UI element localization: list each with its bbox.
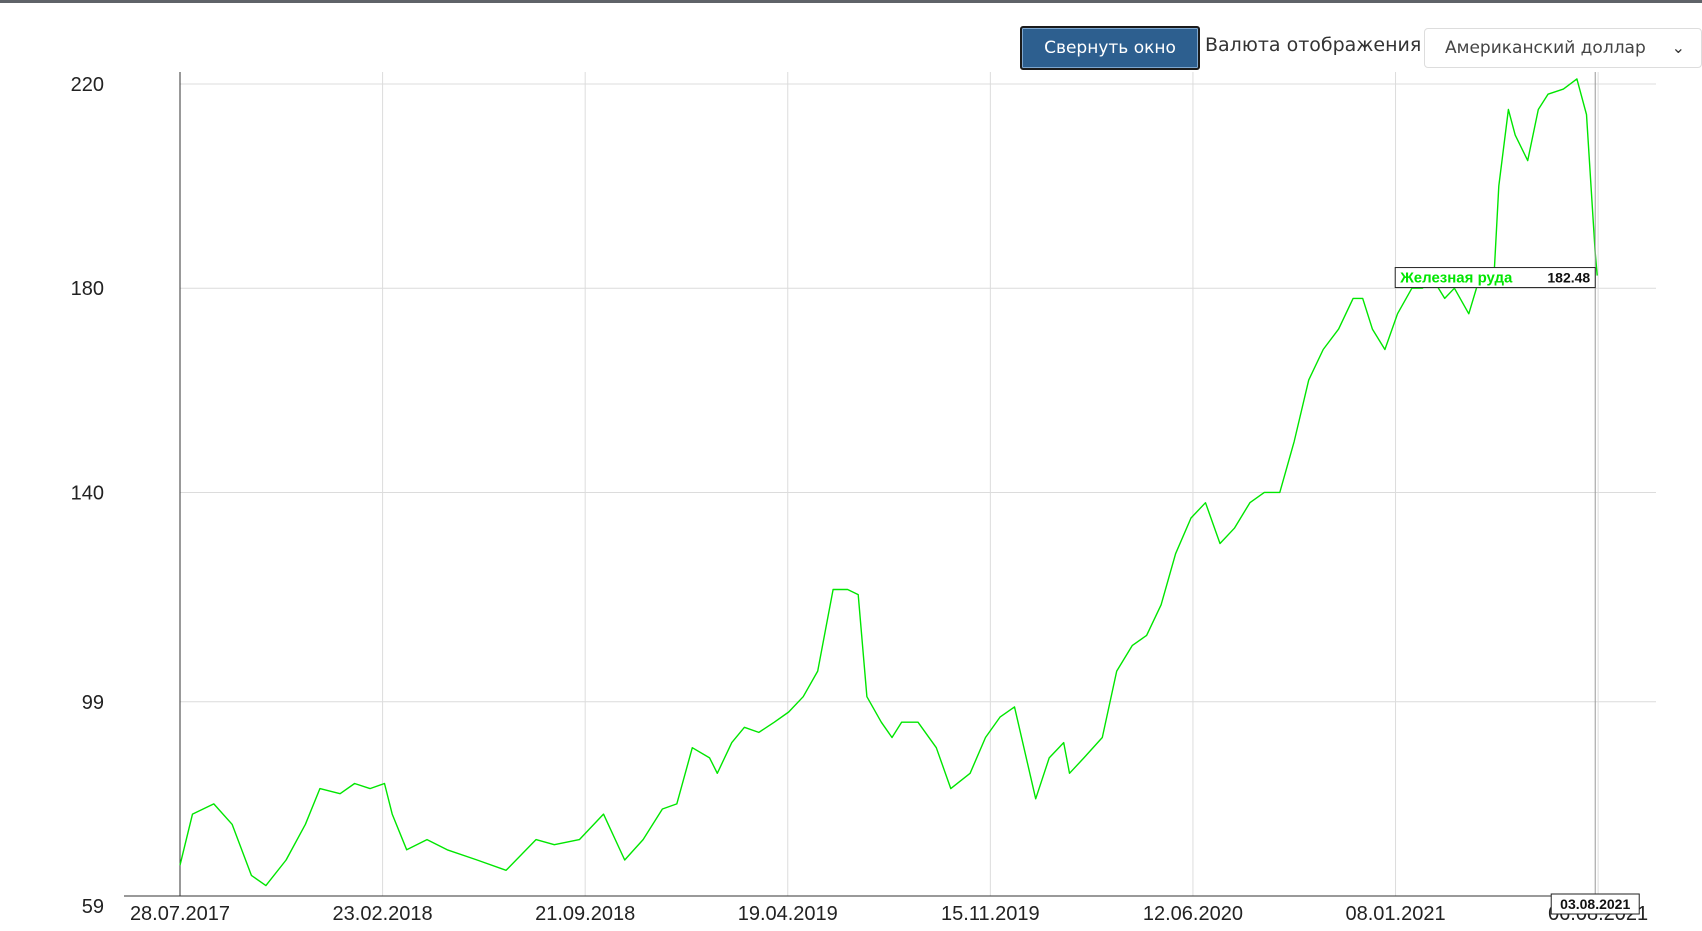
tooltip-box — [1394, 267, 1596, 289]
crosshair-date-label: 03.08.2021 — [1560, 896, 1630, 912]
x-tick-label: 23.02.2018 — [333, 903, 433, 925]
y-tick-label: 180 — [71, 278, 104, 300]
chevron-down-icon: ⌄ — [1671, 38, 1685, 57]
tooltip-value: 182.48 — [1547, 270, 1590, 286]
crosshair-date-box — [1550, 893, 1640, 915]
x-tick-label: 15.11.2019 — [941, 903, 1040, 925]
series-line — [179, 78, 1598, 887]
y-tick-label: 59 — [82, 896, 104, 918]
x-tick-label: 19.04.2019 — [738, 903, 838, 925]
y-tick-label: 140 — [71, 482, 104, 504]
x-tick-label: 08.01.2021 — [1345, 903, 1445, 925]
currency-select[interactable]: Американский доллар ⌄ — [1424, 28, 1702, 68]
currency-label: Валюта отображения — [1205, 34, 1422, 56]
top-border — [0, 0, 1702, 3]
currency-selected-value: Американский доллар — [1445, 38, 1646, 58]
x-tick-label: 12.06.2020 — [1143, 903, 1243, 925]
x-tick-label: 28.07.2017 — [130, 903, 230, 925]
tooltip-series-name: Железная руда — [1399, 270, 1513, 287]
y-tick-label: 220 — [71, 74, 104, 96]
y-tick-label: 99 — [82, 692, 104, 714]
x-tick-label: 21.09.2018 — [535, 903, 635, 925]
collapse-window-button[interactable]: Свернуть окно — [1020, 26, 1200, 70]
